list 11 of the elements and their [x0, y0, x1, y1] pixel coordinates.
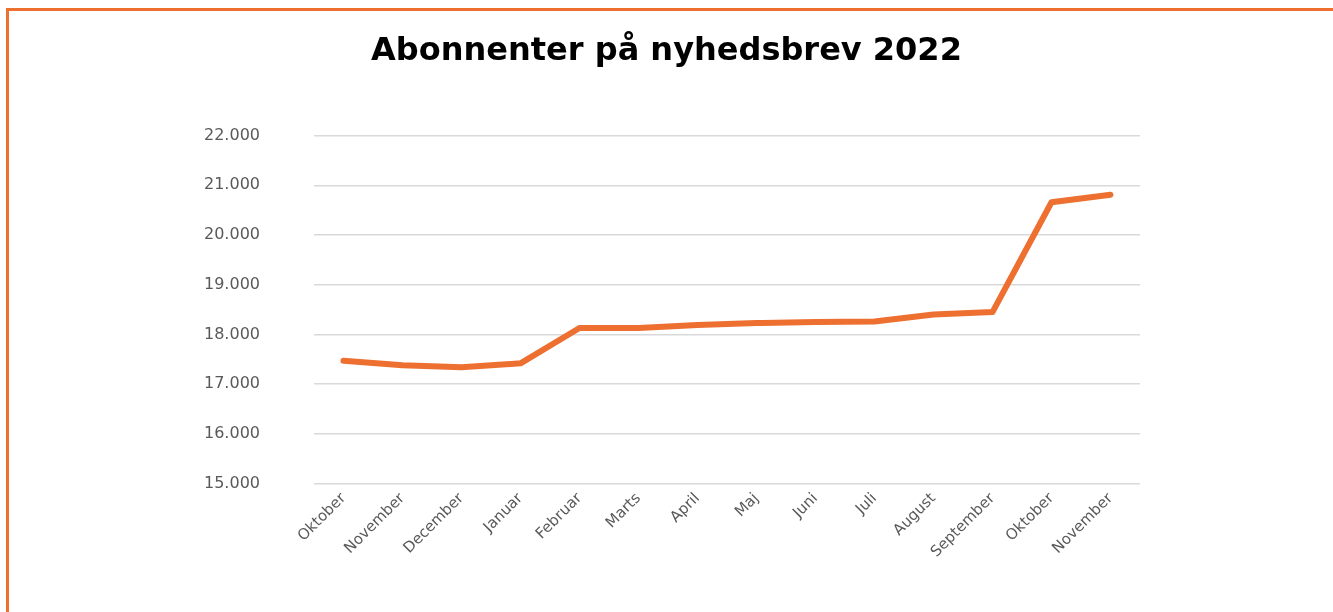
y-tick-label: 15.000: [204, 472, 260, 492]
y-tick-label: 21.000: [204, 174, 260, 194]
y-tick-label: 19.000: [204, 273, 260, 293]
y-tick-label: 17.000: [204, 373, 260, 393]
y-tick-label: 20.000: [204, 224, 260, 244]
y-tick-label: 16.000: [204, 423, 260, 443]
y-tick-label: 22.000: [204, 124, 260, 144]
y-tick-label: 18.000: [204, 323, 260, 343]
x-tick-label: Maj: [730, 488, 763, 521]
chart-title: Abonnenter på nyhedsbrev 2022: [370, 30, 963, 68]
x-tick-label: Juli: [850, 488, 881, 519]
